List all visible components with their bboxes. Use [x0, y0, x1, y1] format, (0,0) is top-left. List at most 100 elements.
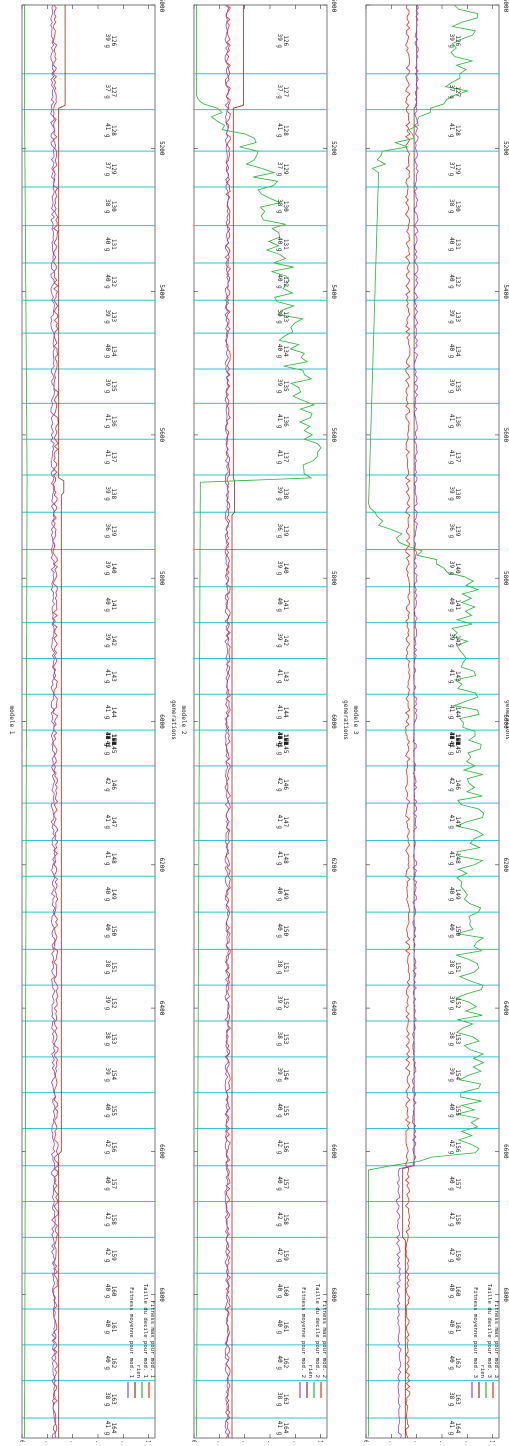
chart-title: modele 2	[180, 706, 187, 735]
annotation-generation: 127	[110, 86, 117, 97]
annotation-count: 37 g	[276, 162, 283, 177]
annotation-generation: 163	[110, 1394, 117, 1405]
annotation-generation: 133	[454, 311, 461, 322]
annotation-count: 40 g	[448, 344, 455, 359]
generation-tick-label: 6400	[158, 1001, 165, 1016]
plot-frame	[193, 4, 328, 1439]
annotation-count: 41 g	[104, 732, 111, 747]
annotation-count: 42 g	[448, 1248, 455, 1263]
annotation-generation: 149	[454, 889, 461, 900]
annotation-count: 39 g	[448, 561, 455, 576]
annotation-count: 39 g	[448, 486, 455, 501]
generation-tick-label: 5600	[502, 428, 509, 443]
annotation-count: 44 g	[448, 732, 455, 747]
annotation-generation: 126	[454, 35, 461, 46]
annotation-count: 39 g	[276, 996, 283, 1011]
annotation-count: 43 g	[448, 732, 455, 747]
annotation-count: 38 g	[104, 199, 111, 214]
annotation-count: 41 g	[448, 851, 455, 866]
annotation-generation: 163	[282, 1394, 289, 1405]
annotation-count: 40 g	[104, 1320, 111, 1335]
generation-tick-label: 5200	[158, 141, 165, 156]
annotation-count: 39 g	[104, 996, 111, 1011]
annotation-count: 39 g	[448, 633, 455, 648]
generation-tick-label: 5000	[502, 0, 509, 13]
annotation-count: 39 g	[104, 561, 111, 576]
annotation-generation: 161	[282, 1322, 289, 1333]
annotation-count: 44 g	[448, 732, 455, 747]
annotation-generation: 146	[454, 779, 461, 790]
annotation-count: 42 g	[448, 1140, 455, 1155]
generation-tick-label: 5600	[330, 428, 337, 443]
generation-tick-label: 6800	[502, 1287, 509, 1302]
annotation-generation: 136	[110, 416, 117, 427]
annotation-generation: 134	[454, 346, 461, 357]
annotation-count: 41 g	[276, 414, 283, 429]
annotation-generation: 157	[282, 1178, 289, 1189]
annotation-count: 40 g	[276, 923, 283, 938]
annotation-generation: 160	[282, 1286, 289, 1297]
annotation-count: 40 g	[104, 344, 111, 359]
annotation-count: 40 g	[448, 1284, 455, 1299]
annotation-generation: 155	[454, 1105, 461, 1116]
annotation-count: 39 g	[448, 34, 455, 49]
annotation-generation: 130	[110, 201, 117, 212]
annotation-count: 42 g	[276, 777, 283, 792]
annotation-generation: 143	[454, 671, 461, 682]
annotation-count: 39 g	[276, 309, 283, 324]
annotation-generation: 167	[454, 734, 461, 745]
annotation-count: 39 g	[104, 1068, 111, 1083]
annotation-generation: 142	[454, 635, 461, 646]
annotation-count: 42 g	[276, 732, 283, 747]
generation-tick-label: 6000	[158, 714, 165, 729]
annotation-generation: 142	[110, 635, 117, 646]
annotation-generation: 162	[454, 1357, 461, 1368]
annotation-count: 41 g	[448, 815, 455, 830]
annotation-count: 40 g	[276, 732, 283, 747]
chart-panel-2: modele 20.2.4.6.815000520054005600580060…	[180, 0, 349, 1446]
annotation-count: 41 g	[104, 669, 111, 684]
annotation-generation: 150	[110, 925, 117, 936]
annotation-generation: 166	[110, 734, 117, 745]
annotation-count: 41 g	[276, 732, 283, 747]
series-line-1	[404, 4, 411, 1439]
annotation-generation: 174	[110, 734, 117, 745]
annotation-count: 41 g	[276, 450, 283, 465]
annotation-generation: 135	[110, 381, 117, 392]
annotation-generation: 156	[110, 1142, 117, 1153]
generation-tick-label: 6000	[502, 714, 509, 729]
annotation-count: 44 g	[276, 732, 283, 747]
annotation-generation: 143	[110, 671, 117, 682]
annotation-count: 42 g	[276, 1140, 283, 1155]
chart-panel-3: modele 30.2.4.6.815000520054005600580060…	[352, 0, 509, 1446]
annotation-generation: 157	[454, 1178, 461, 1189]
annotation-count: 40 g	[448, 274, 455, 289]
legend-label: Fitness moyenne pour mod. 3	[472, 1287, 478, 1378]
generation-tick-label: 6200	[158, 858, 165, 873]
annotation-count: 40 g	[448, 597, 455, 612]
annotation-generation: 138	[110, 488, 117, 499]
annotation-count: 41 g	[104, 705, 111, 720]
annotation-count: 44 g	[276, 732, 283, 747]
annotation-generation: 148	[454, 853, 461, 864]
annotation-count: 39 g	[276, 633, 283, 648]
series-line-2	[231, 5, 244, 1438]
annotation-generation: 169	[282, 734, 289, 745]
annotation-generation: 131	[282, 239, 289, 250]
annotation-generation: 168	[282, 734, 289, 745]
plot-frame	[21, 4, 156, 1439]
annotation-count: 40 g	[104, 597, 111, 612]
annotation-generation: 167	[282, 734, 289, 745]
annotation-count: 41 g	[104, 414, 111, 429]
annotation-generation: 152	[282, 998, 289, 1009]
annotation-generation: 164	[110, 1423, 117, 1434]
annotation-count: 42 g	[276, 1248, 283, 1263]
generation-tick-label: 5800	[502, 571, 509, 586]
annotation-count: 38 g	[448, 1032, 455, 1047]
annotation-count: 38 g	[104, 960, 111, 975]
annotation-generation: 172	[282, 734, 289, 745]
annotation-generation: 152	[110, 998, 117, 1009]
annotation-generation: 134	[110, 346, 117, 357]
annotation-generation: 145	[110, 743, 117, 754]
legend-label: Fitness max pour mod. 1	[149, 1301, 155, 1378]
